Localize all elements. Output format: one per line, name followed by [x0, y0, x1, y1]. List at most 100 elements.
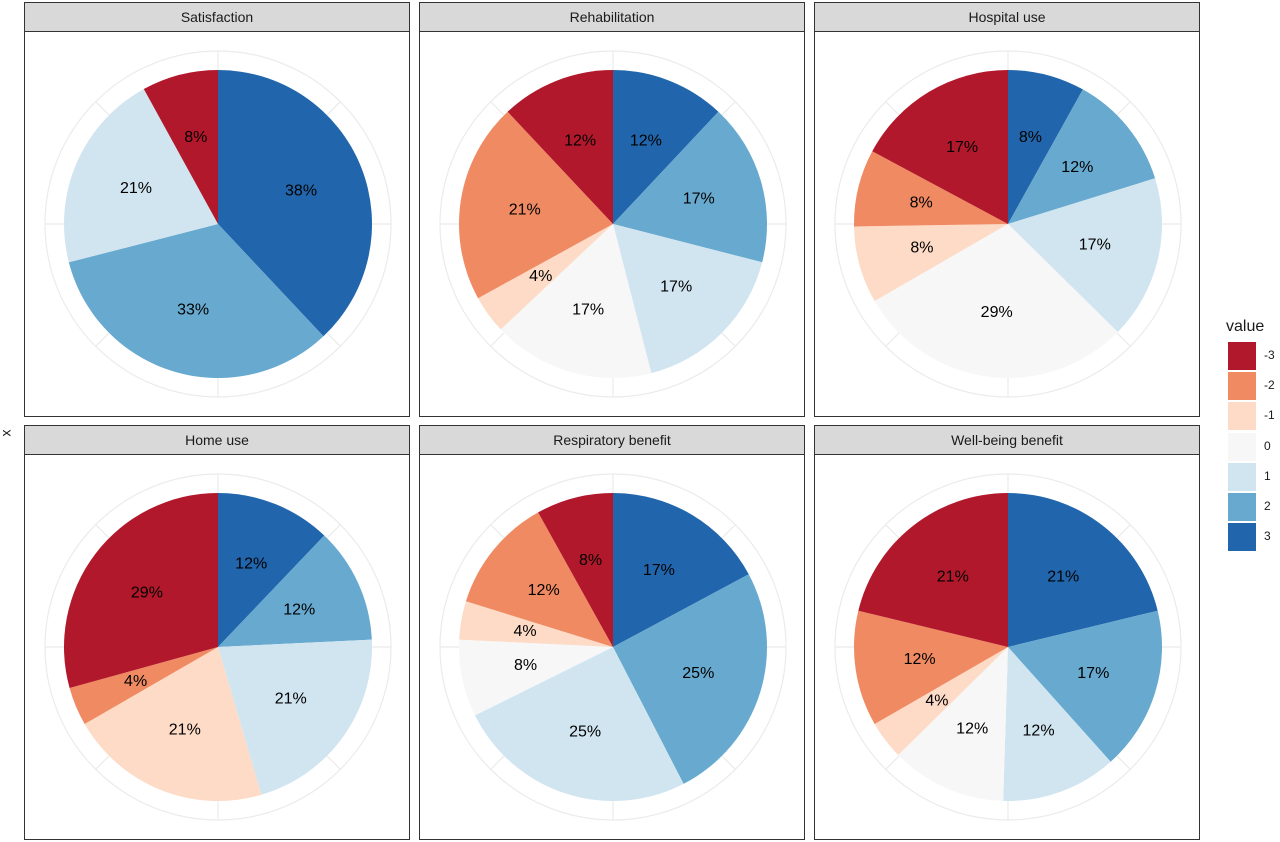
pie-slice-value-neg1	[459, 601, 613, 647]
pie-slice-value-1	[1003, 647, 1111, 801]
slice-percent-label: 17%	[643, 562, 675, 579]
slice-percent-label: 4%	[925, 693, 948, 710]
grid-tick	[326, 755, 341, 770]
pie-slice-value-2	[1008, 610, 1162, 762]
pie-slice-value-2	[218, 535, 372, 647]
slice-percent-label: 12%	[283, 601, 315, 618]
pie-slice-value-0	[874, 224, 1118, 378]
slice-percent-label: 4%	[124, 673, 147, 690]
grid-tick	[95, 524, 110, 539]
legend-key-swatch	[1228, 402, 1256, 431]
legend-item: 2	[1226, 492, 1280, 523]
pie-plot-area: 38% 33% 21% 8%	[24, 31, 410, 417]
pie-plot-area: 12% 12% 21% 21% 4% 29%	[24, 454, 410, 840]
pie-svg: 12% 12% 21% 21% 4% 29%	[44, 473, 392, 821]
slice-percent-label: 33%	[177, 301, 209, 318]
slice-percent-label: 17%	[660, 279, 692, 296]
legend-item: 3	[1226, 523, 1280, 553]
slice-percent-label: 8%	[579, 552, 602, 569]
pie-svg: 17% 25% 25% 8% 4% 12% 8%	[439, 473, 787, 821]
grid-tick	[885, 101, 900, 116]
legend-key-swatch	[1228, 372, 1256, 401]
grid-tick	[95, 755, 110, 770]
legend-label: -2	[1264, 378, 1275, 393]
slice-percent-label: 21%	[1047, 568, 1079, 585]
slice-percent-label: 12%	[528, 582, 560, 599]
slice-percent-label: 17%	[683, 191, 715, 208]
pie-slice-value-1	[63, 89, 218, 263]
legend-label: 3	[1264, 529, 1271, 544]
pie-slice-value-2	[1008, 89, 1156, 224]
pie-slice-value-neg3	[143, 70, 218, 224]
facet-title: Hospital use	[814, 2, 1200, 32]
grid-tick	[721, 101, 736, 116]
legend-items: -3 -2 -1 0 1 2 3	[1226, 342, 1280, 553]
legend-item: 1	[1226, 462, 1280, 493]
grid-tick	[721, 524, 736, 539]
pie-slice-value-0	[459, 639, 613, 716]
slice-percent-label: 8%	[910, 194, 933, 211]
grid-tick	[326, 332, 341, 347]
grid-tick	[490, 755, 505, 770]
legend-label: -1	[1264, 408, 1275, 423]
grid-tick	[1116, 524, 1131, 539]
pie-slice-value-neg2	[69, 647, 219, 724]
legend-label: 1	[1264, 468, 1271, 483]
pie-slice-value-1	[475, 647, 684, 801]
grid-tick	[326, 524, 341, 539]
pie-slice-value-neg2	[459, 111, 613, 299]
slice-percent-label: 8%	[184, 129, 207, 146]
pie-svg: 38% 33% 21% 8%	[44, 50, 392, 398]
facet-panel-well-being-benefit: Well-being benefit 21% 17% 12% 12% 4% 12% 21%	[814, 425, 1200, 840]
pie-slice-value-neg3	[872, 70, 1008, 224]
slice-percent-label: 21%	[120, 180, 152, 197]
pie-plot-area: 12% 17% 17% 17% 4% 21% 12%	[419, 31, 805, 417]
y-axis-label: x	[0, 430, 14, 437]
slice-percent-label: 17%	[946, 139, 978, 156]
slice-percent-label: 12%	[235, 556, 267, 573]
grid-tick	[1116, 755, 1131, 770]
slice-percent-label: 8%	[514, 657, 537, 674]
grid-tick	[490, 332, 505, 347]
grid-tick	[885, 332, 900, 347]
grid-tick	[721, 755, 736, 770]
facet-title: Rehabilitation	[419, 2, 805, 32]
legend-item: -2	[1226, 372, 1280, 402]
pie-plot-area: 17% 25% 25% 8% 4% 12% 8%	[419, 454, 805, 840]
slice-percent-label: 21%	[169, 721, 201, 738]
facet-panel-hospital-use: Hospital use 8% 12% 17% 29% 8% 8% 17%	[814, 2, 1200, 417]
slice-percent-label: 12%	[956, 720, 988, 737]
pie-svg: 12% 17% 17% 17% 4% 21% 12%	[439, 50, 787, 398]
pie-slice-value-0	[898, 647, 1008, 801]
pie-slice-value-2	[613, 574, 767, 784]
pie-slice-value-neg2	[854, 151, 1008, 227]
pie-plot-area: 8% 12% 17% 29% 8% 8% 17%	[814, 31, 1200, 417]
grid-tick	[885, 755, 900, 770]
slice-percent-label: 25%	[682, 665, 714, 682]
slice-percent-label: 12%	[904, 651, 936, 668]
slice-percent-label: 17%	[1079, 237, 1111, 254]
pie-slice-value-3	[613, 493, 749, 647]
slice-percent-label: 12%	[1061, 159, 1093, 176]
slice-percent-label: 17%	[572, 301, 604, 318]
grid-tick	[490, 524, 505, 539]
legend-label: 2	[1264, 498, 1271, 513]
pie-slice-value-3	[613, 70, 719, 224]
pie-plot-area: 21% 17% 12% 12% 4% 12% 21%	[814, 454, 1200, 840]
facet-title: Respiratory benefit	[419, 425, 805, 455]
slice-percent-label: 12%	[564, 132, 596, 149]
slice-percent-label: 25%	[569, 723, 601, 740]
legend: value -3 -2 -1 0 1 2 3	[1226, 318, 1280, 553]
pie-slice-value-1	[1008, 178, 1162, 333]
facet-title: Home use	[24, 425, 410, 455]
pie-slice-value-neg2	[465, 512, 613, 647]
pie-slice-value-neg1	[874, 647, 1008, 756]
pie-slice-value-3	[218, 70, 372, 337]
legend-key-swatch	[1228, 523, 1256, 552]
pie-slice-value-neg3	[858, 493, 1008, 647]
slice-percent-label: 29%	[981, 304, 1013, 321]
slice-percent-label: 21%	[937, 568, 969, 585]
facet-title: Satisfaction	[24, 2, 410, 32]
pie-slice-value-3	[218, 493, 325, 647]
